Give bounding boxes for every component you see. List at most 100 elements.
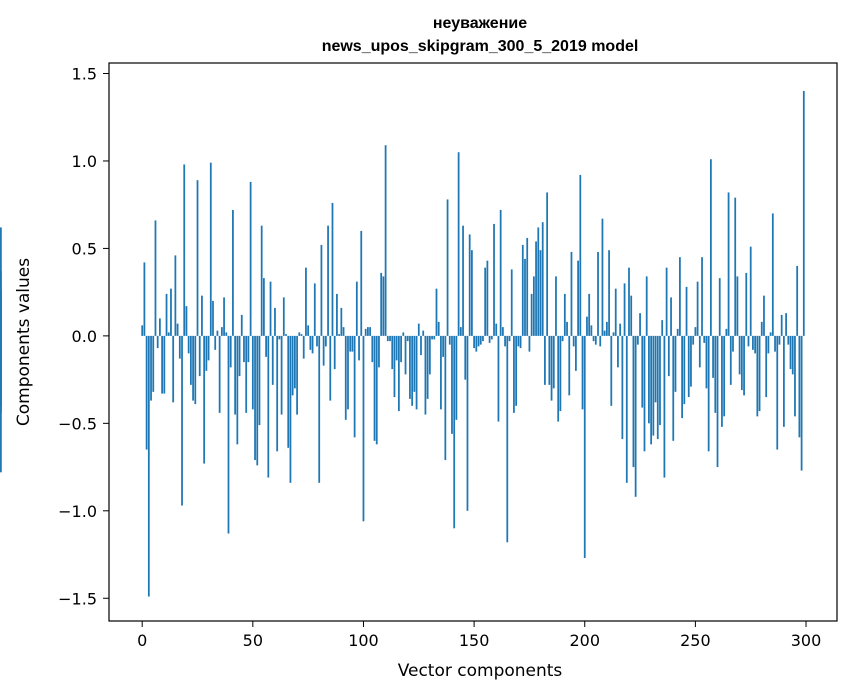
y-tick-label: 0.5 <box>72 239 97 258</box>
bar-101 <box>364 328 367 336</box>
bar-156 <box>486 260 489 336</box>
bar-139 <box>448 335 451 345</box>
bar-227 <box>643 335 646 452</box>
bar-56 <box>265 335 267 357</box>
bar-238 <box>667 335 670 377</box>
bar-19 <box>183 164 186 336</box>
bar-162 <box>499 209 502 336</box>
bar-130 <box>428 335 431 375</box>
bar-70 <box>296 335 298 415</box>
bar-184 <box>548 335 551 385</box>
bar-199 <box>581 335 584 410</box>
x-tick-label: 200 <box>569 631 600 650</box>
bar-65 <box>285 334 287 336</box>
bar-267 <box>732 335 734 352</box>
bar-243 <box>679 257 681 336</box>
bar-256 <box>707 335 710 452</box>
bar-234 <box>659 335 661 426</box>
bar-151 <box>475 335 478 352</box>
bar-159 <box>493 223 495 336</box>
bar-241 <box>674 335 677 392</box>
bar-112 <box>389 335 391 342</box>
bar-191 <box>563 293 566 336</box>
bar-258 <box>712 335 714 378</box>
bar-80 <box>318 335 321 483</box>
bar-116 <box>397 335 400 412</box>
y-axis: −1.5 −1.0 −0.5 0.0 0.5 1.0 1.5 <box>58 64 109 608</box>
bar-undefined <box>0 271 2 336</box>
bar-30 <box>207 335 210 361</box>
bar-37 <box>223 297 225 336</box>
bar-34 <box>216 330 219 336</box>
bar-16 <box>176 323 179 336</box>
bar-262 <box>721 335 723 427</box>
bar-115 <box>395 335 398 361</box>
bar-289 <box>780 314 783 336</box>
bar-247 <box>687 335 690 398</box>
bar-208 <box>601 218 604 336</box>
bar-76 <box>309 335 312 350</box>
x-tick-label: 0 <box>137 631 147 650</box>
bar-42 <box>234 335 237 415</box>
bar-179 <box>537 227 540 336</box>
bar-5 <box>152 335 155 392</box>
bar-160 <box>495 323 498 336</box>
bar-0 <box>141 325 144 336</box>
bar-204 <box>592 335 595 342</box>
bar-97 <box>355 281 358 336</box>
bar-171 <box>519 335 522 349</box>
bar-149 <box>471 250 473 336</box>
bar-148 <box>468 234 471 336</box>
bar-145 <box>462 225 464 336</box>
bar-79 <box>316 335 318 347</box>
bar-282 <box>765 335 768 398</box>
bar-274 <box>747 335 750 347</box>
bar-134 <box>437 321 440 336</box>
bar-147 <box>466 335 469 511</box>
bar-12 <box>167 332 170 336</box>
bar-183 <box>546 192 549 336</box>
bar-200 <box>583 335 586 559</box>
bar-105 <box>373 335 376 441</box>
bar-195 <box>572 335 575 347</box>
bar-285 <box>771 213 774 336</box>
bar-167 <box>510 269 513 336</box>
bar-165 <box>506 335 509 543</box>
bar-15 <box>174 255 177 336</box>
bar-123 <box>413 335 416 392</box>
bar-286 <box>774 335 776 352</box>
bar-75 <box>307 325 310 336</box>
bar-161 <box>497 335 500 422</box>
bar-230 <box>650 335 653 445</box>
bar-3 <box>147 335 150 597</box>
bar-211 <box>608 250 610 336</box>
bar-undefined <box>0 335 2 363</box>
bar-144 <box>459 327 462 336</box>
bar-53 <box>258 335 261 426</box>
bar-41 <box>232 209 234 336</box>
bar-225 <box>639 313 641 336</box>
bar-122 <box>411 335 414 406</box>
bar-102 <box>367 327 369 336</box>
y-tick-label: 1.0 <box>72 152 97 171</box>
bar-157 <box>488 335 491 343</box>
bar-185 <box>550 335 553 401</box>
bar-265 <box>727 192 730 336</box>
bar-9 <box>161 335 163 394</box>
bar-106 <box>375 335 378 445</box>
bar-246 <box>685 286 688 336</box>
bar-240 <box>672 335 675 441</box>
bar-206 <box>597 251 599 336</box>
x-tick-label: 300 <box>791 631 822 650</box>
x-axis-label: Vector components <box>398 661 563 681</box>
bar-99 <box>360 230 363 336</box>
bar-33 <box>214 335 217 350</box>
bar-223 <box>634 335 637 497</box>
bar-261 <box>718 278 721 336</box>
bar-186 <box>552 335 555 389</box>
bar-226 <box>641 335 644 408</box>
bar-253 <box>701 257 703 336</box>
bar-138 <box>446 199 449 336</box>
bar-287 <box>776 335 779 450</box>
